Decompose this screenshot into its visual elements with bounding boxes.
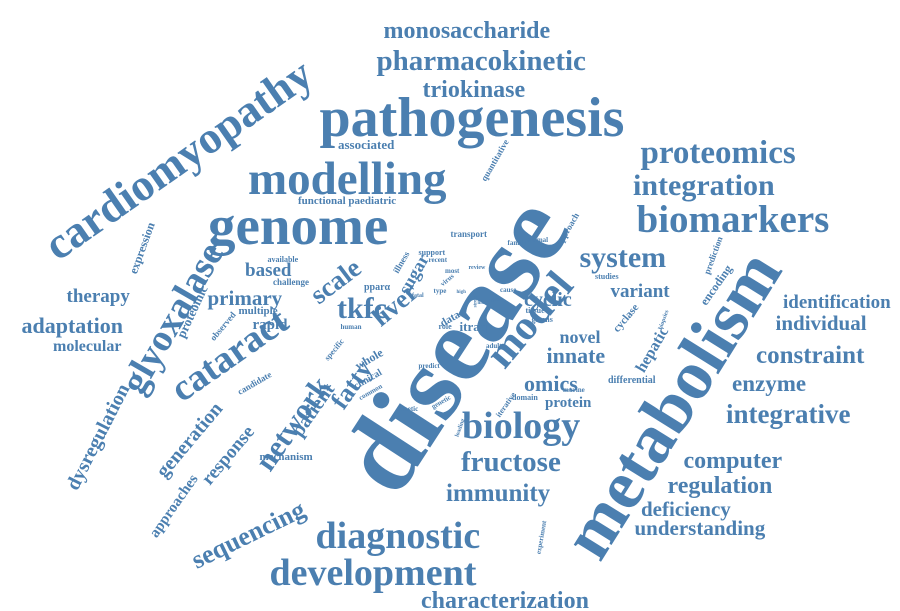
- word-biomarkers: biomarkers: [636, 197, 830, 241]
- word-omics: omics: [524, 371, 578, 396]
- word-adult: adult: [486, 341, 502, 350]
- word-adaptation: adaptation: [21, 313, 123, 338]
- word-pathogenesis: pathogenesis: [319, 87, 625, 149]
- word-monosaccharide: monosaccharide: [383, 18, 551, 44]
- word-biology: biology: [462, 405, 581, 447]
- word-genome: genome: [208, 194, 389, 256]
- word-family: family: [507, 238, 527, 247]
- word-most: most: [445, 266, 460, 275]
- word-computer: computer: [683, 448, 783, 474]
- word-understanding: understanding: [634, 515, 766, 540]
- word-deficiency: deficiency: [641, 496, 731, 521]
- word-protein: protein: [545, 394, 592, 411]
- word-modelling: modelling: [248, 152, 447, 205]
- word-biopsies: biopsies: [657, 309, 671, 331]
- word-fructose: fructose: [461, 445, 561, 478]
- word-diagnostic: diagnostic: [315, 515, 481, 557]
- word-approaches: approaches: [146, 471, 202, 541]
- word-specific: specific: [322, 337, 346, 363]
- word-associated: associated: [338, 136, 395, 152]
- word-characterization: characterization: [421, 588, 589, 611]
- word-variant: variant: [610, 280, 670, 302]
- word-integrative: integrative: [726, 398, 851, 429]
- word-molecular: molecular: [53, 338, 122, 355]
- word-candidate: candidate: [235, 368, 274, 397]
- word-pharmacokinetic: pharmacokinetic: [376, 44, 586, 77]
- word-domain: domain: [512, 393, 538, 402]
- word-type: type: [433, 286, 447, 295]
- word-identification: identification: [783, 291, 891, 313]
- word-immunity: immunity: [446, 479, 551, 507]
- word-primary: primary: [207, 285, 283, 310]
- word-studies: studies: [595, 272, 619, 281]
- word-cause: cause: [500, 285, 517, 294]
- word-high: high: [456, 289, 466, 295]
- word-system: system: [579, 241, 667, 274]
- word-cyclic: cyclic: [524, 289, 572, 311]
- word-development: development: [269, 552, 477, 594]
- word-integration: integration: [633, 169, 775, 202]
- word-differential: differential: [608, 375, 656, 386]
- word-enzyme: enzyme: [732, 370, 807, 396]
- word-kinetic: kinetic: [398, 404, 419, 413]
- word-functional-paediatric: functional paediatric: [298, 194, 397, 207]
- word-ppara: pparα: [364, 282, 391, 293]
- word-fatal: fatal: [412, 293, 424, 299]
- word-tissue: tissue: [525, 306, 545, 315]
- word-challenge: challenge: [273, 276, 309, 287]
- word-experiment: experiment: [534, 519, 549, 555]
- word-regulation: regulation: [667, 473, 773, 499]
- word-individual: individual: [775, 310, 867, 335]
- word-novel: novel: [559, 327, 601, 347]
- word-constraint: constraint: [756, 341, 865, 369]
- word-dysregulation: dysregulation: [61, 380, 135, 494]
- word-human: human: [340, 322, 362, 331]
- word-triokinase: triokinase: [422, 77, 526, 103]
- word-review: review: [468, 265, 486, 271]
- word-multiple: multiple: [238, 304, 278, 317]
- word-role: role: [438, 322, 452, 331]
- word-predict: predict: [418, 361, 440, 370]
- word-recent: recent: [428, 255, 448, 264]
- word-itraq: itraq: [459, 318, 487, 334]
- word-therapy: therapy: [66, 285, 130, 307]
- word-innate: innate: [546, 343, 606, 368]
- word-cyclase: cyclase: [610, 301, 641, 335]
- word-expression: expression: [126, 220, 158, 276]
- word-proteomics: proteomics: [640, 134, 796, 171]
- word-rapid: rapid: [252, 316, 288, 333]
- word-gsmns: gsmns: [531, 315, 553, 324]
- word-available: available: [267, 255, 299, 264]
- word-animal: animal: [527, 235, 549, 244]
- word-support: support: [418, 248, 446, 257]
- word-transport: transport: [450, 228, 488, 239]
- word-gene: gene: [491, 297, 501, 303]
- word-tkfc: tkfc: [337, 292, 387, 325]
- word-based: based: [245, 259, 292, 281]
- word-mechanism: mechanism: [259, 450, 313, 463]
- word-life: life: [477, 300, 485, 306]
- word-murine: murine: [563, 385, 585, 394]
